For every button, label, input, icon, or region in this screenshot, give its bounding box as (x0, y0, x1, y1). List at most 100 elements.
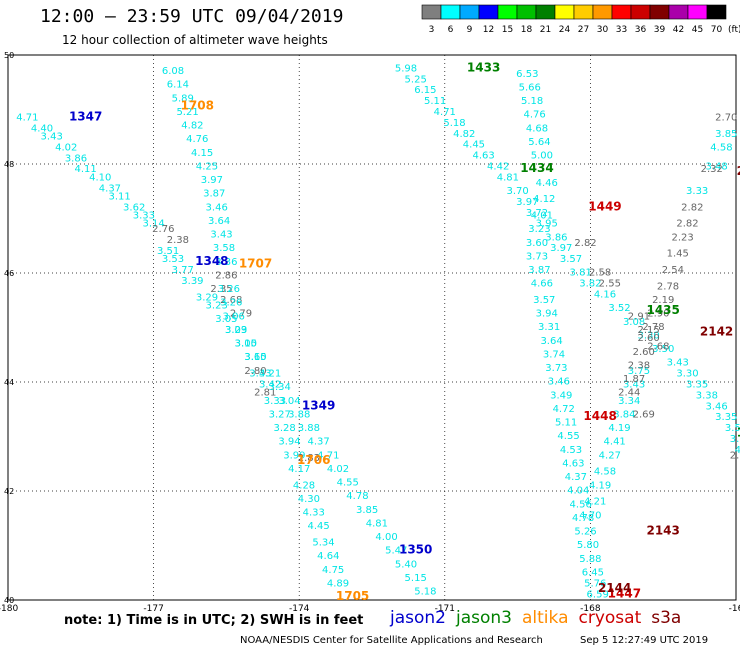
pass-label-s3a: 2142 (700, 325, 733, 339)
wave-height-value: 3.05 (215, 314, 237, 325)
satellite-jason2: jason2 (390, 608, 446, 628)
wave-height-value: 3.35 (686, 379, 708, 390)
wave-height-value: 3.60 (526, 238, 548, 249)
pass-label-jason2: 1348 (195, 254, 228, 268)
wave-height-value: 3.43 (210, 230, 232, 241)
wave-height-value: 4.21 (584, 497, 606, 508)
wave-height-value: 4.56 (570, 499, 592, 510)
wave-height-value: 4.30 (298, 494, 320, 505)
wave-height-value: 3.62 (123, 202, 145, 213)
pass-label-cryosat: 1448 (583, 409, 616, 423)
wave-height-value: 3.94 (536, 309, 558, 320)
wave-height-value: 5.11 (555, 418, 577, 429)
wave-height-value: 3.97 (550, 243, 572, 254)
wave-height-value: 6.08 (162, 66, 184, 77)
wave-height-value: 3.58 (213, 243, 235, 254)
map-frame (7, 54, 737, 601)
legend-swatch-70 (706, 4, 727, 20)
wave-height-value: 3.77 (172, 265, 194, 276)
wave-height-value: 3.30 (676, 369, 698, 380)
pass-label-jason2: 1349 (302, 398, 335, 412)
pass-label-jason3: 1435 (646, 303, 679, 317)
wave-height-value: 2.44 (618, 388, 640, 399)
wave-height-value: 3.27 (269, 409, 291, 420)
wave-height-value: 3.31 (538, 322, 560, 333)
credit-line: NOAA/NESDIS Center for Satellite Applica… (240, 635, 543, 646)
pass-label-jason3: 1433 (467, 60, 500, 74)
legend-label-6: 6 (448, 25, 454, 35)
wave-height-value: 3.43 (623, 379, 645, 390)
wave-height-value: 4.02 (327, 464, 349, 475)
wave-height-value: 5.18 (443, 118, 465, 129)
satellite-jason3: jason3 (456, 608, 512, 628)
wave-height-value: 2.38 (167, 235, 189, 246)
wave-height-value: 3.34 (269, 382, 291, 393)
wave-height-value: 3.35 (715, 412, 737, 423)
wave-height-value: 4.17 (288, 464, 310, 475)
wave-height-value: 4.82 (181, 121, 203, 132)
wave-height-value: 2.82 (676, 219, 698, 230)
wave-height-value: 2.91 (628, 311, 650, 322)
wave-height-value: 3.46 (705, 401, 727, 412)
footer-note: note: 1) Time is in UTC; 2) SWH is in fe… (64, 613, 364, 628)
wave-height-value: 4.46 (536, 178, 558, 189)
wave-height-value: 4.53 (560, 445, 582, 456)
wave-height-value: 4.58 (594, 467, 616, 478)
wave-height-value: 6.45 (582, 567, 604, 578)
wave-height-value: 3.87 (528, 265, 550, 276)
legend-label-21: 21 (540, 25, 551, 35)
lat-tick-label: 44 (4, 378, 14, 387)
wave-height-value: 3.72 (526, 208, 548, 219)
wave-height-value: 4.11 (75, 164, 97, 175)
wave-height-value: 4.19 (608, 423, 630, 434)
wave-height-value: 4.21 (259, 369, 281, 380)
pass-label-s3a: 2 (737, 164, 740, 178)
wave-height-value: 3.86 (730, 434, 740, 445)
map-subtitle: 12 hour collection of altimeter wave hei… (62, 33, 328, 47)
wave-height-value: 3.46 (548, 377, 570, 388)
wave-height-value: 3.88 (298, 423, 320, 434)
lon-tick-label: -180 (0, 604, 18, 612)
wave-height-value: 3.33 (686, 186, 708, 197)
wave-height-value: 2.15 (638, 325, 660, 336)
wave-height-value: 6.59 (587, 589, 609, 600)
wave-height-value: 4.42 (487, 161, 509, 172)
wave-height-value: 4.02 (55, 142, 77, 153)
wave-height-value: 4.15 (191, 148, 213, 159)
wave-height-value: 3.33 (249, 369, 271, 380)
wave-height-value: 3.29 (196, 292, 218, 303)
wave-height-value: 2.86 (215, 270, 237, 281)
wave-height-value: 4.45 (307, 521, 329, 532)
wave-height-value: 3.86 (545, 232, 567, 243)
pass-label-altika: 1705 (336, 589, 369, 603)
wave-height-value: 3.85 (356, 505, 378, 516)
wave-height-value: 3.26 (218, 284, 240, 295)
wave-height-value: 2.35 (210, 284, 232, 295)
wave-height-map: -180-177-174-171-168-165048464442404.714… (0, 51, 740, 612)
wave-height-value: 4.58 (710, 142, 732, 153)
legend-label-24: 24 (559, 25, 571, 35)
wave-height-value: 3.94 (278, 437, 300, 448)
wave-height-value: 3.06 (223, 311, 245, 322)
wave-height-value: 3.26 (220, 298, 242, 309)
wave-height-value: 2.79 (230, 309, 252, 320)
wave-height-value: 3.34 (618, 396, 640, 407)
wave-height-value: 4.10 (89, 172, 111, 183)
wave-height-value: 2.68 (647, 341, 669, 352)
wave-height-value: 3.95 (536, 219, 558, 230)
wave-height-value: 2.58 (589, 268, 611, 279)
wave-height-value: 2.83 (298, 453, 320, 464)
legend-label-15: 15 (502, 25, 513, 35)
wave-height-value: 6.14 (167, 80, 189, 91)
wave-height-value: 4.12 (533, 194, 555, 205)
wave-height-value: 4.37 (565, 472, 587, 483)
wave-height-value: 2.82 (681, 202, 703, 213)
wave-height-value: 2.38 (628, 360, 650, 371)
wave-height-value: 6.15 (414, 85, 436, 96)
wave-height-value: 3.36 (215, 257, 237, 268)
wave-height-value: 1.87 (623, 374, 645, 385)
wave-height-value: 3.00 (235, 339, 257, 350)
wave-height-value: 4.37 (99, 183, 121, 194)
wave-height-value: 2.70 (715, 112, 737, 123)
wave-height-value: 5.11 (424, 96, 446, 107)
